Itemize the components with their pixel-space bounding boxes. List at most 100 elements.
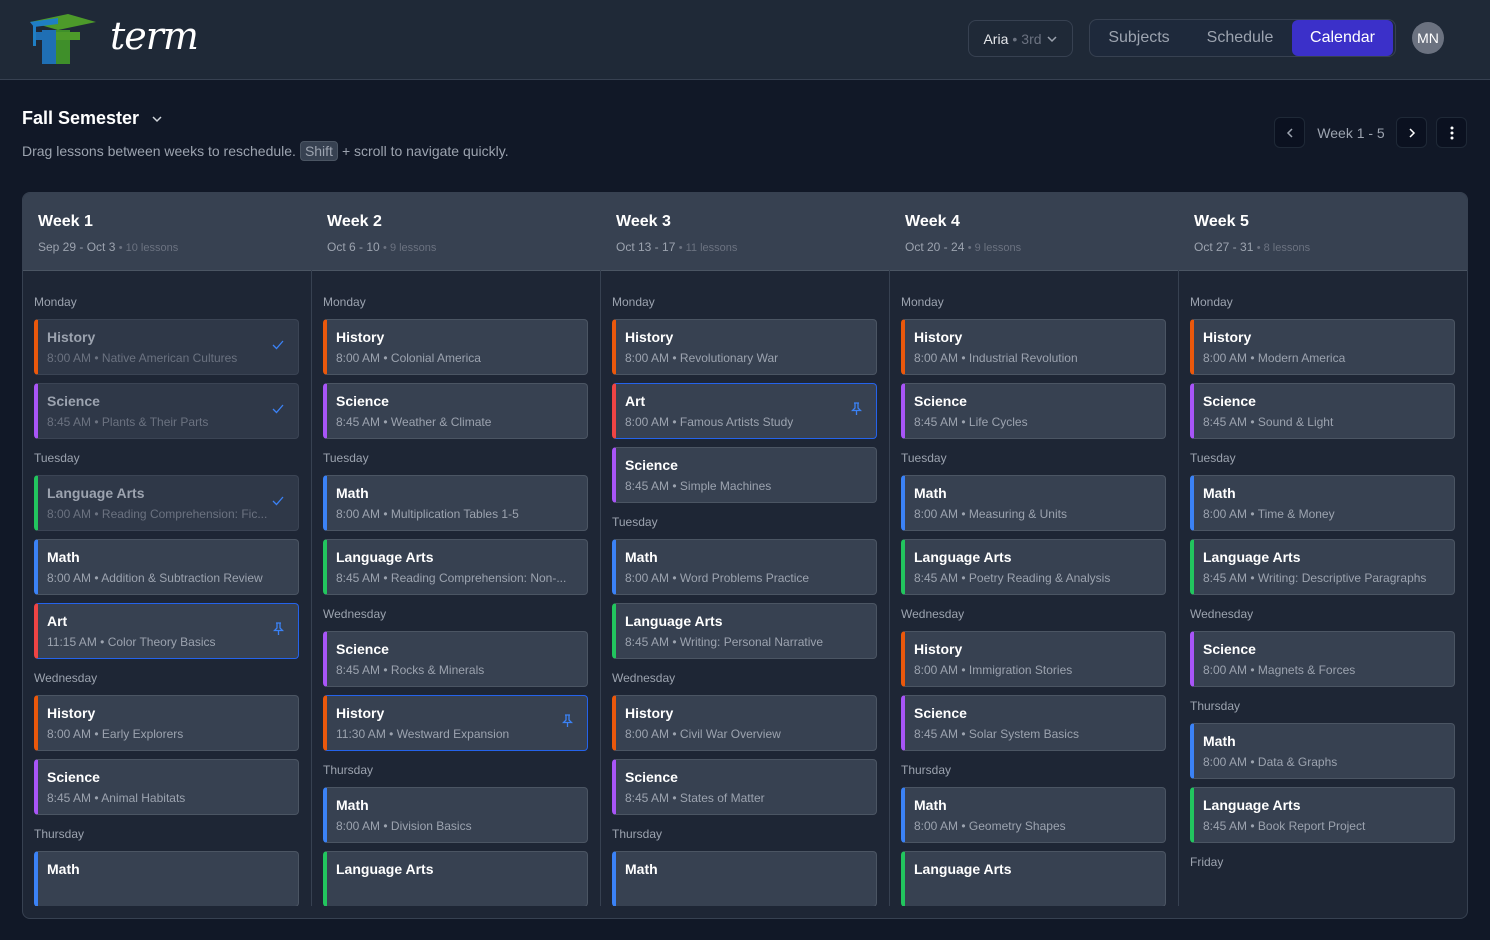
calendar-board: Week 1 Sep 29 - Oct 3 • 10 lessons Monday H…: [22, 192, 1468, 919]
lesson-card[interactable]: Science 8:45 AM • Sound & Light: [1190, 383, 1455, 439]
lesson-card[interactable]: Math 8:00 AM • Measuring & Units: [901, 475, 1166, 531]
week-dates: Oct 13 - 17: [616, 240, 676, 254]
lesson-card[interactable]: Math 8:00 AM • Division Basics: [323, 787, 588, 843]
lesson-card[interactable]: History 8:00 AM • Immigration Stories: [901, 631, 1166, 687]
lesson-card[interactable]: Science 8:45 AM • Solar System Basics: [901, 695, 1166, 751]
lesson-subject: Language Arts: [336, 861, 434, 877]
tab-subjects[interactable]: Subjects: [1108, 29, 1170, 46]
lesson-subject: Math: [336, 797, 369, 813]
lesson-card[interactable]: Art 11:15 AM • Color Theory Basics: [34, 603, 299, 659]
lesson-topic: Reading Comprehension: Fic...: [101, 507, 268, 521]
lesson-card[interactable]: History 8:00 AM • Modern America: [1190, 319, 1455, 375]
lesson-subject: Science: [625, 457, 678, 473]
lesson-card[interactable]: Language Arts 8:45 AM • Book Report Proje…: [1190, 787, 1455, 843]
student-selector[interactable]: Aria • 3rd: [968, 20, 1073, 57]
week-lesson-count: • 11 lessons: [678, 242, 738, 254]
term-logo-icon: [30, 14, 96, 64]
tab-calendar[interactable]: Calendar: [1292, 20, 1393, 56]
lesson-card[interactable]: Math 8:00 AM • Time & Money: [1190, 475, 1455, 531]
lesson-card[interactable]: Language Arts 8:45 AM • Poetry Reading & …: [901, 539, 1166, 595]
semester-selector[interactable]: Fall Semester: [22, 108, 163, 129]
lesson-card[interactable]: Science 8:45 AM • Animal Habitats: [34, 759, 299, 815]
day-label: Tuesday: [323, 451, 369, 465]
pin-icon[interactable]: [272, 622, 285, 639]
week-body[interactable]: Monday History 8:00 AM • Industrial Revolu…: [890, 271, 1178, 906]
lesson-card[interactable]: History 8:00 AM • Industrial Revolution: [901, 319, 1166, 375]
lesson-time: 8:00 AM: [914, 351, 959, 365]
lesson-card[interactable]: Science 8:45 AM • Weather & Climate: [323, 383, 588, 439]
more-options-button[interactable]: [1436, 117, 1467, 148]
lesson-details: 8:45 AM • Reading Comprehension: Non-...: [336, 571, 567, 585]
lesson-card[interactable]: Science 8:00 AM • Magnets & Forces: [1190, 631, 1455, 687]
lesson-topic: Word Problems Practice: [679, 571, 810, 585]
week-header: Week 3 Oct 13 - 17 • 11 lessons: [601, 193, 889, 271]
check-icon: [272, 338, 284, 353]
lesson-time: 8:00 AM: [625, 727, 670, 741]
lesson-card[interactable]: History 8:00 AM • Colonial America: [323, 319, 588, 375]
lesson-card[interactable]: Language Arts 8:45 AM • Writing: Descript…: [1190, 539, 1455, 595]
lesson-subject: History: [914, 641, 963, 657]
week-body[interactable]: Monday History 8:00 AM • Revolutionary War…: [601, 271, 889, 906]
lesson-card[interactable]: Science 8:45 AM • Plants & Their Parts: [34, 383, 299, 439]
lesson-topic: Westward Expansion: [396, 727, 510, 741]
lesson-card[interactable]: Math 8:00 AM • Geometry Shapes: [901, 787, 1166, 843]
lesson-card[interactable]: Language Arts 8:45 AM • Reading Comprehen…: [323, 539, 588, 595]
lesson-card[interactable]: History 8:00 AM • Early Explorers: [34, 695, 299, 751]
tab-schedule[interactable]: Schedule: [1206, 29, 1274, 46]
lesson-card[interactable]: Science 8:45 AM • Simple Machines: [612, 447, 877, 503]
hint-text: Drag lessons between weeks to reschedule…: [22, 143, 296, 159]
avatar[interactable]: MN: [1412, 22, 1444, 54]
lesson-card[interactable]: Language Arts: [901, 851, 1166, 906]
week-column: Week 3 Oct 13 - 17 • 11 lessons Monday Hist…: [601, 193, 890, 906]
week-title: Week 1: [38, 213, 93, 230]
lesson-subject: Language Arts: [914, 861, 1012, 877]
week-body[interactable]: Monday History 8:00 AM • Native American C…: [23, 271, 311, 906]
lesson-card[interactable]: Math 8:00 AM • Multiplication Tables 1-5: [323, 475, 588, 531]
lesson-time: 11:15 AM: [47, 635, 97, 649]
lesson-card[interactable]: Science 8:45 AM • Rocks & Minerals: [323, 631, 588, 687]
lesson-card[interactable]: Math: [612, 851, 877, 906]
lesson-card[interactable]: Math: [34, 851, 299, 906]
lesson-card[interactable]: History 8:00 AM • Revolutionary War: [612, 319, 877, 375]
lesson-subject: Math: [625, 549, 658, 565]
lesson-card[interactable]: Language Arts 8:45 AM • Writing: Personal…: [612, 603, 877, 659]
lesson-details: 8:00 AM • Immigration Stories: [914, 663, 1073, 677]
lesson-card[interactable]: History 8:00 AM • Civil War Overview: [612, 695, 877, 751]
lesson-topic: Civil War Overview: [679, 727, 781, 741]
lesson-card[interactable]: Science 8:45 AM • Life Cycles: [901, 383, 1166, 439]
page-title: Fall Semester: [22, 108, 140, 128]
day-label: Monday: [901, 295, 944, 309]
pin-icon[interactable]: [561, 714, 574, 731]
pin-icon[interactable]: [850, 402, 863, 419]
chevron-down-icon: [1046, 35, 1057, 42]
day-label: Monday: [34, 295, 77, 309]
week-lesson-count: • 9 lessons: [967, 242, 1022, 254]
lesson-subject: Science: [914, 393, 967, 409]
lesson-topic: Animal Habitats: [101, 791, 186, 805]
lesson-details: 8:45 AM • Writing: Descriptive Paragraph…: [1203, 571, 1427, 585]
lesson-time: 8:00 AM: [625, 415, 670, 429]
lesson-card[interactable]: Language Arts 8:00 AM • Reading Comprehen…: [34, 475, 299, 531]
week-header: Week 5 Oct 27 - 31 • 8 lessons: [1179, 193, 1467, 271]
day-label: Thursday: [1190, 699, 1241, 713]
lesson-card[interactable]: Math 8:00 AM • Word Problems Practice: [612, 539, 877, 595]
lesson-card[interactable]: History 8:00 AM • Native American Culture…: [34, 319, 299, 375]
day-label: Monday: [323, 295, 366, 309]
prev-week-button[interactable]: [1274, 117, 1305, 148]
lesson-card[interactable]: Language Arts: [323, 851, 588, 906]
lesson-card[interactable]: Math 8:00 AM • Data & Graphs: [1190, 723, 1455, 779]
week-body[interactable]: Monday History 8:00 AM • Colonial America S…: [312, 271, 600, 906]
lesson-topic: Early Explorers: [101, 727, 184, 741]
next-week-button[interactable]: [1396, 117, 1427, 148]
lesson-time: 8:45 AM: [1203, 819, 1248, 833]
lesson-card[interactable]: Art 8:00 AM • Famous Artists Study: [612, 383, 877, 439]
lesson-card[interactable]: Science 8:45 AM • States of Matter: [612, 759, 877, 815]
week-dates: Oct 27 - 31: [1194, 240, 1254, 254]
lesson-details: 8:45 AM • Simple Machines: [625, 479, 772, 493]
lesson-details: 8:00 AM • Data & Graphs: [1203, 755, 1338, 769]
lesson-card[interactable]: History 11:30 AM • Westward Expansion: [323, 695, 588, 751]
day-label: Monday: [1190, 295, 1233, 309]
week-body[interactable]: Monday History 8:00 AM • Modern America Sci…: [1179, 271, 1467, 906]
week-lesson-count: • 10 lessons: [118, 242, 179, 254]
lesson-card[interactable]: Math 8:00 AM • Addition & Subtraction Rev…: [34, 539, 299, 595]
